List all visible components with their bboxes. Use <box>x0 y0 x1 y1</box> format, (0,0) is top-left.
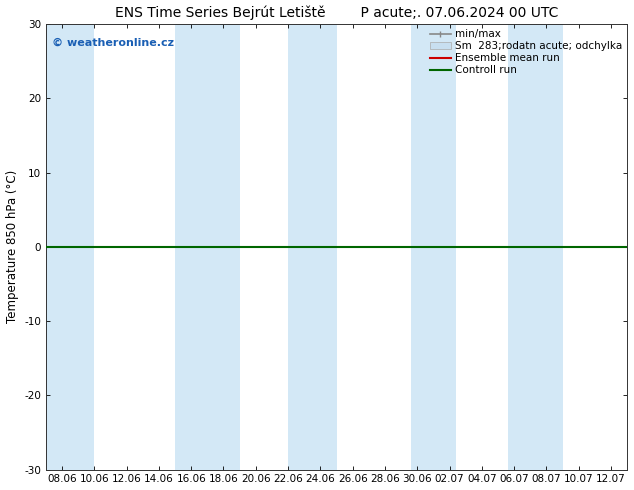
Legend: min/max, Sm  283;rodatn acute; odchylka, Ensemble mean run, Controll run: min/max, Sm 283;rodatn acute; odchylka, … <box>428 27 624 77</box>
Bar <box>508 24 562 469</box>
Title: ENS Time Series Bejrút Letiště        P acute;. 07.06.2024 00 UTC: ENS Time Series Bejrút Letiště P acute;.… <box>115 5 558 20</box>
Text: © weatheronline.cz: © weatheronline.cz <box>51 37 174 48</box>
Bar <box>46 24 94 469</box>
Bar <box>175 24 240 469</box>
Bar <box>411 24 456 469</box>
Y-axis label: Temperature 850 hPa (°C): Temperature 850 hPa (°C) <box>6 170 18 323</box>
Bar <box>288 24 337 469</box>
